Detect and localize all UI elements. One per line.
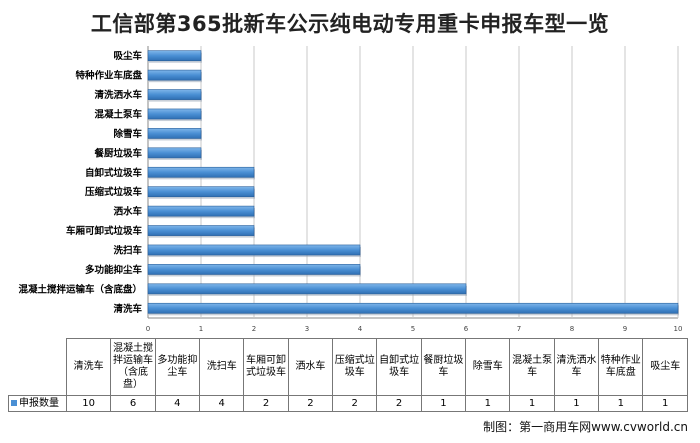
category-label: 特种作业车底盘 (75, 70, 142, 82)
table-value-cell: 2 (243, 395, 289, 412)
table-header-cell: 洒水车 (287, 338, 334, 396)
table-header-cell: 压缩式垃圾车 (332, 338, 378, 396)
x-tick-label: 4 (358, 325, 363, 333)
x-tick-label: 7 (517, 325, 521, 333)
bar (147, 264, 361, 275)
chart-title: 工信部第365批新车公示纯电动专用重卡申报车型一览 (90, 12, 610, 36)
table-header-cell: 除雪车 (465, 338, 511, 396)
table-header-cell: 车厢可卸式垃圾车 (243, 338, 289, 396)
table-value-cell: 1 (598, 395, 644, 412)
category-label: 混凝土泵车 (94, 109, 142, 121)
bar (147, 244, 361, 256)
table-header-cell: 餐厨垃圾车 (420, 338, 467, 396)
x-tick-label: 9 (623, 325, 627, 333)
table-header-cell: 混凝土搅拌运输车（含底盘） (110, 338, 156, 396)
table-value-cell: 1 (420, 395, 467, 412)
x-tick-label: 8 (570, 325, 574, 333)
table-header-cell: 多功能抑尘车 (154, 338, 201, 396)
category-label: 混凝土搅拌运输车（含底盘） (18, 283, 142, 295)
bar (147, 128, 202, 139)
table-value-cell: 2 (332, 395, 378, 412)
category-label: 除雪车 (113, 128, 142, 140)
x-tick-label: 1 (199, 325, 203, 333)
bar (147, 69, 202, 81)
table-header-cell: 洗扫车 (199, 338, 245, 396)
category-label: 洒水车 (113, 206, 142, 218)
legend-label: 申报数量 (19, 397, 59, 409)
table-value-cell: 1 (642, 395, 688, 412)
category-label: 餐厨垃圾车 (93, 147, 142, 159)
x-tick-label: 5 (411, 325, 415, 333)
bar-chart: 清洗车 混凝土搅拌运输车（含底盘） 多功能抑尘车 洗扫车 车厢可卸式垃圾车 洒水车 压缩式垃… (18, 46, 683, 333)
table-value-cell: 1 (465, 395, 511, 412)
table-value-cell: 10 (65, 395, 112, 412)
table-header-cell: 吸尘车 (642, 338, 688, 396)
bar (147, 302, 679, 314)
table-header-cell: 特种作业车底盘 (598, 338, 644, 396)
table-header-cell: 混凝土泵车 (509, 338, 555, 396)
table-value-cell: 2 (287, 395, 334, 412)
table-corner (8, 338, 67, 396)
category-label: 洗扫车 (113, 245, 142, 257)
bar (147, 186, 255, 198)
category-label: 车厢可卸式垃圾车 (66, 225, 143, 237)
table-value-cell: 4 (154, 395, 201, 412)
table-value-cell: 2 (376, 395, 422, 412)
table-value-cell: 1 (509, 395, 555, 412)
table-header-cell: 自卸式垃圾车 (376, 338, 422, 396)
category-label: 多功能抑尘车 (85, 264, 143, 276)
legend-swatch (11, 399, 17, 406)
credit-text: 制图：第一商用车网www.cvworld.cn (483, 420, 688, 434)
category-label: 吸尘车 (113, 50, 142, 62)
category-label: 清洗洒水车 (94, 89, 142, 101)
bar (147, 89, 202, 100)
data-table: 清洗车 混凝土搅拌运输车（含底盘） 多功能抑尘车 洗扫车 车厢可卸式垃圾车 洒水车 压缩式垃… (8, 338, 688, 412)
x-tick-label: 0 (146, 325, 150, 333)
table-value-cell: 4 (199, 395, 245, 412)
table-header-cell: 清洗洒水车 (553, 338, 600, 396)
x-tick-label: 3 (305, 325, 309, 333)
bar (147, 50, 202, 62)
bar (147, 147, 202, 159)
category-label: 自卸式垃圾车 (85, 167, 143, 179)
bar (147, 225, 255, 236)
table-value-cell: 6 (110, 395, 156, 412)
table-header-cell: 清洗车 (65, 338, 112, 396)
category-label: 清洗车 (113, 303, 142, 315)
x-tick-label: 6 (464, 325, 469, 333)
bar (147, 108, 202, 120)
legend: 申报数量 (8, 395, 67, 412)
table-header-row: 清洗车 混凝土搅拌运输车（含底盘） 多功能抑尘车 洗扫车 车厢可卸式垃圾车 洒水车 压缩式垃… (8, 338, 688, 396)
category-label: 压缩式垃圾车 (85, 186, 143, 198)
bar (147, 166, 255, 178)
bar (147, 283, 467, 295)
x-tick-label: 2 (252, 325, 256, 333)
table-value-cell: 1 (553, 395, 600, 412)
table-values-row: 申报数量 10 6 4 4 2 2 2 2 1 1 1 1 1 1 (8, 395, 688, 412)
bar (147, 205, 255, 217)
x-tick-label: 10 (674, 325, 683, 333)
